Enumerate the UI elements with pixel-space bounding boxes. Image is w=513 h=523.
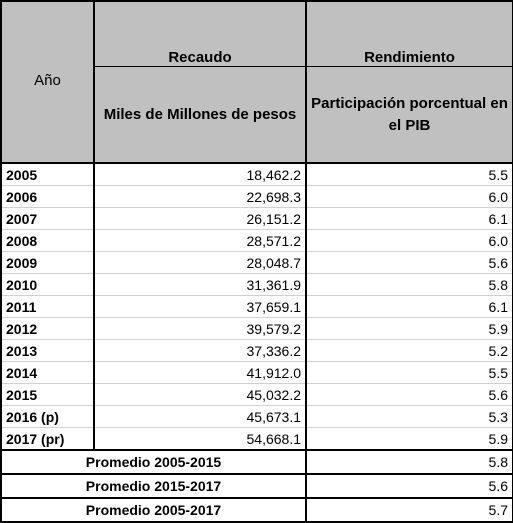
table-row: 2013 37,336.2 5.2 (0, 339, 513, 362)
pib-share-cell: 5.2 (306, 339, 513, 362)
pib-share-cell: 6.0 (306, 229, 513, 252)
pib-share-cell: 5.5 (306, 361, 513, 384)
table-body: 2005 18,462.2 5.5 2006 22,698.3 6.0 2007 26,151… (0, 163, 513, 451)
recaudo-cell: 26,151.2 (94, 207, 307, 230)
pib-share-cell: 6.0 (306, 185, 513, 208)
recaudo-cell: 45,032.2 (94, 383, 307, 406)
year-cell: 2010 (0, 273, 95, 296)
recaudo-cell: 37,336.2 (94, 339, 307, 362)
pib-share-cell: 5.8 (306, 273, 513, 296)
average-pib-share: 5.7 (306, 498, 513, 523)
table-row: 2011 37,659.1 6.1 (0, 295, 513, 318)
year-cell: 2011 (0, 295, 95, 318)
table-row: 2014 41,912.0 5.5 (0, 361, 513, 384)
pib-share-cell: 6.1 (306, 207, 513, 230)
table-row: 2015 45,032.2 5.6 (0, 383, 513, 406)
table-row: 2017 (pr) 54,668.1 5.9 (0, 427, 513, 451)
average-row: Promedio 2005-2015 5.8 (0, 450, 513, 475)
year-cell: 2015 (0, 383, 95, 406)
table-row: 2008 28,571.2 6.0 (0, 229, 513, 252)
recaudo-cell: 28,048.7 (94, 251, 307, 274)
pib-share-cell: 5.3 (306, 405, 513, 428)
recaudo-cell: 31,361.9 (94, 273, 307, 296)
recaudo-cell: 28,571.2 (94, 229, 307, 252)
pib-share-cell: 5.6 (306, 383, 513, 406)
pib-share-cell: 5.6 (306, 251, 513, 274)
recaudo-cell: 18,462.2 (94, 163, 307, 186)
header-recaudo: Recaudo (93, 0, 307, 68)
recaudo-cell: 22,698.3 (94, 185, 307, 208)
year-cell: 2014 (0, 361, 95, 384)
header-rendimiento-unit: Participación porcentual en el PIB (305, 66, 513, 165)
header-rendimiento: Rendimiento (305, 0, 513, 68)
recaudo-cell: 37,659.1 (94, 295, 307, 318)
year-cell: 2017 (pr) (0, 427, 95, 451)
table-row: 2009 28,048.7 5.6 (0, 251, 513, 274)
table-row: 2005 18,462.2 5.5 (0, 163, 513, 186)
year-cell: 2006 (0, 185, 95, 208)
average-pib-share: 5.8 (306, 450, 513, 475)
average-label: Promedio 2005-2015 (0, 450, 307, 475)
recaudo-cell: 54,668.1 (94, 427, 307, 451)
header-recaudo-unit: Miles de Millones de pesos (93, 66, 307, 165)
year-cell: 2005 (0, 163, 95, 186)
table-row: 2012 39,579.2 5.9 (0, 317, 513, 340)
recaudo-cell: 45,673.1 (94, 405, 307, 428)
recaudo-cell: 41,912.0 (94, 361, 307, 384)
year-cell: 2008 (0, 229, 95, 252)
year-cell: 2009 (0, 251, 95, 274)
average-pib-share: 5.6 (306, 474, 513, 499)
averages-body: Promedio 2005-2015 5.8 Promedio 2015-2017 5… (0, 450, 513, 523)
year-cell: 2013 (0, 339, 95, 362)
header-year: Año (0, 0, 95, 164)
pib-share-cell: 5.9 (306, 317, 513, 340)
table-row: 2010 31,361.9 5.8 (0, 273, 513, 296)
year-cell: 2016 (p) (0, 405, 95, 428)
table-header: Año Recaudo Rendimiento Miles de Millone… (0, 0, 513, 165)
pib-share-cell: 6.1 (306, 295, 513, 318)
year-cell: 2007 (0, 207, 95, 230)
table-row: 2016 (p) 45,673.1 5.3 (0, 405, 513, 428)
average-label: Promedio 2005-2017 (0, 498, 307, 523)
table-row: 2007 26,151.2 6.1 (0, 207, 513, 230)
pib-share-cell: 5.5 (306, 163, 513, 186)
table-row: 2006 22,698.3 6.0 (0, 185, 513, 208)
average-label: Promedio 2015-2017 (0, 474, 307, 499)
year-cell: 2012 (0, 317, 95, 340)
average-row: Promedio 2005-2017 5.7 (0, 498, 513, 523)
pib-share-cell: 5.9 (306, 427, 513, 451)
recaudo-cell: 39,579.2 (94, 317, 307, 340)
average-row: Promedio 2015-2017 5.6 (0, 474, 513, 499)
